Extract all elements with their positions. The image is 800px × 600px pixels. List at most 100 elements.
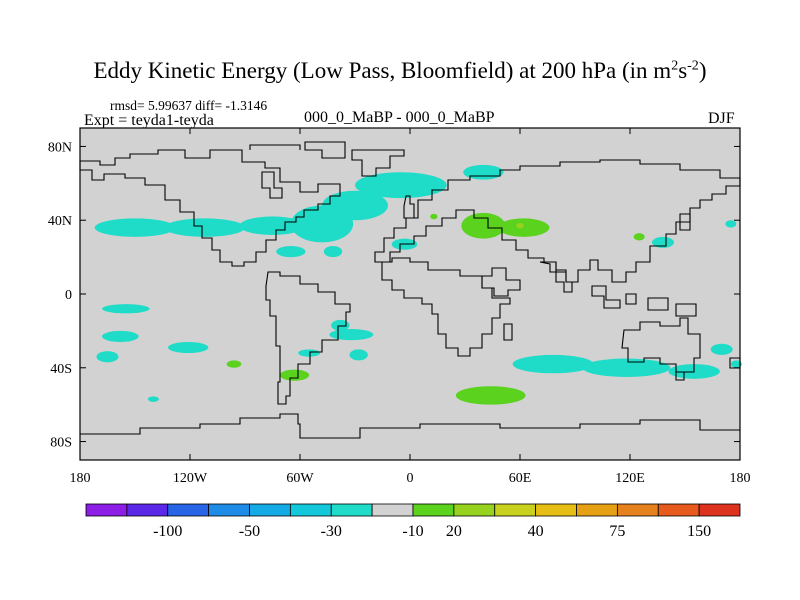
colorbar-swatch-15	[698, 503, 741, 517]
anomaly-blob-19	[168, 341, 209, 354]
anomaly-blob-30	[582, 358, 671, 377]
x-tick-label: 180	[70, 471, 91, 486]
anomaly-blob-18	[102, 330, 139, 342]
colorbar-swatch-13	[616, 503, 659, 517]
anomaly-blob-24	[298, 349, 321, 357]
x-tick-label: 60E	[509, 471, 532, 486]
anomaly-blob-27	[279, 369, 310, 381]
colorbar-swatch-2	[167, 503, 210, 517]
coastline-antarctica	[80, 413, 740, 439]
colorbar-label: 20	[446, 523, 462, 540]
coastline-madagascar	[503, 323, 513, 341]
coastline-australia	[621, 317, 701, 373]
season-label: DJF	[708, 110, 735, 127]
anomaly-blob-22	[331, 319, 350, 331]
axis-ticks	[79, 128, 741, 460]
colorbar-swatch-1	[126, 503, 169, 517]
colorbar-swatch-11	[535, 503, 577, 517]
anomaly-blob-2	[239, 216, 306, 235]
colorbar-swatch-4	[249, 503, 291, 517]
x-tick-label: 180	[730, 471, 751, 486]
anomaly-blob-6	[463, 164, 504, 180]
anomaly-blob-25	[349, 349, 368, 361]
chart-title: Eddy Kinetic Energy (Low Pass, Bloomfiel…	[0, 58, 800, 84]
anomaly-blob-17	[102, 304, 150, 314]
colorbar-label: 75	[609, 523, 625, 540]
coastline-arabia	[481, 267, 521, 297]
colorbar-label: -50	[239, 523, 260, 540]
coastline-eurasia	[374, 159, 741, 283]
x-tick-label: 120W	[173, 471, 208, 486]
colorbar-swatch-5	[289, 503, 332, 517]
anomaly-blob-11	[725, 220, 737, 228]
x-tick-label: 0	[407, 471, 414, 486]
anomaly-blob-29	[512, 354, 594, 374]
anomaly-fields	[94, 164, 742, 405]
colorbar-label: -10	[402, 523, 423, 540]
coastline-maritime-islands	[625, 293, 697, 317]
coastline-north-america	[79, 149, 341, 267]
colorbar-swatch-10	[494, 503, 537, 517]
coastline-arctic-islands	[249, 141, 346, 159]
colorbar-swatch-3	[208, 503, 250, 517]
anomaly-blob-14	[516, 222, 524, 229]
colorbar-label: -30	[321, 523, 342, 540]
coastline-hudson-bay	[261, 171, 283, 199]
anomaly-blob-16	[633, 233, 645, 241]
coastline-india	[539, 261, 573, 293]
colorbar-swatch-9	[453, 503, 496, 517]
title-unit-s: s	[678, 58, 688, 83]
anomaly-blob-8	[276, 246, 306, 258]
anomaly-blob-33	[730, 360, 742, 368]
rmsd-label: rmsd= 5.99637 diff= -1.3146	[110, 98, 268, 113]
anomaly-blob-1	[164, 218, 245, 237]
coastline-british-isles	[403, 195, 415, 219]
experiment-label: Expt = teyda1-teyda	[84, 112, 214, 129]
colorbar: -100 -50 -30 -10 20 40 75 150	[85, 503, 741, 540]
colorbar-swatch-8	[412, 503, 455, 517]
anomaly-blob-23	[329, 329, 374, 341]
y-tick-label: 40S	[50, 362, 72, 377]
coastline-greenland	[351, 149, 405, 177]
x-tick-label: 60W	[286, 471, 314, 486]
axis-tick-labels: 180 120W 60W 0 60E 120E 180 80N 40N 0 40S 80S	[48, 140, 751, 486]
y-tick-label: 80N	[48, 140, 72, 155]
anomaly-blob-32	[710, 343, 733, 355]
coastline-africa	[381, 257, 511, 357]
anomaly-blob-9	[323, 246, 343, 258]
y-tick-label: 40N	[48, 214, 72, 229]
anomaly-blob-20	[96, 351, 119, 363]
colorbar-label: -100	[153, 523, 182, 540]
colorbar-label: 150	[687, 523, 711, 540]
title-text: Eddy Kinetic Energy (Low Pass, Bloomfiel…	[93, 58, 672, 83]
anomaly-blob-28	[455, 386, 526, 405]
y-tick-label: 80S	[50, 436, 72, 451]
anomaly-blob-15	[430, 213, 438, 220]
coastline-south-america	[265, 271, 351, 405]
title-exponent-1: 2	[671, 58, 679, 74]
y-tick-label: 0	[65, 288, 72, 303]
anomaly-blob-10	[652, 236, 674, 248]
anomaly-blob-13	[498, 218, 550, 237]
anomaly-blob-21	[147, 396, 159, 402]
coastline-southeast-asia	[591, 285, 621, 309]
anomaly-blob-0	[94, 218, 176, 237]
colorbar-label: 40	[528, 523, 544, 540]
colorbar-swatch-6	[330, 503, 373, 517]
title-close-paren: )	[698, 58, 707, 83]
anomaly-blob-26	[226, 360, 242, 368]
colorbar-swatch-0	[85, 503, 128, 517]
coastline-tasmania	[675, 371, 685, 381]
coastlines	[79, 141, 741, 439]
anomaly-blob-5	[355, 172, 447, 199]
colorbar-swatch-14	[657, 503, 700, 517]
x-tick-label: 120E	[615, 471, 645, 486]
colorbar-swatch-7	[371, 503, 414, 517]
coastline-japan	[679, 213, 691, 231]
anomaly-blob-4	[322, 190, 388, 221]
colorbar-swatch-12	[576, 503, 618, 517]
title-exponent-2: -2	[687, 58, 699, 74]
anomaly-blob-12	[461, 212, 506, 239]
chart-subtitle: 000_0_MaBP - 000_0_MaBP	[304, 109, 495, 126]
